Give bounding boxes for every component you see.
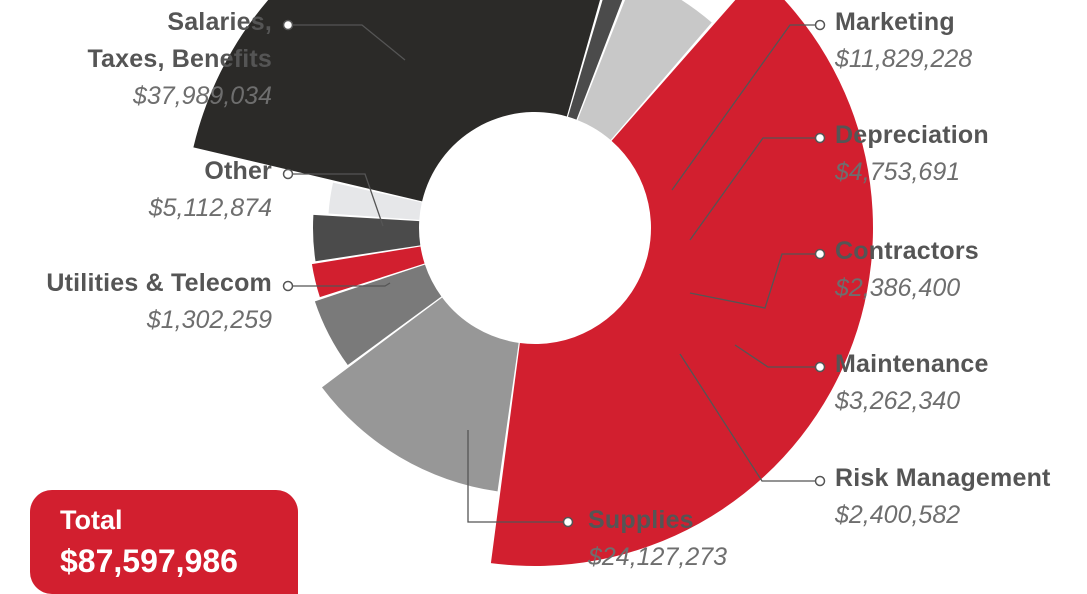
label-name: Contractors [835, 237, 979, 265]
slice-depreciation [314, 264, 442, 366]
slice-maintenance [312, 214, 421, 262]
leader-line [679, 353, 815, 482]
leader-dot [282, 280, 294, 292]
label-other: Other $5,112,874 [149, 159, 272, 221]
slice-risk-management [328, 182, 422, 220]
leader-dot [814, 475, 826, 487]
label-name: Supplies [588, 506, 694, 534]
label-value: $4,753,691 [835, 158, 961, 186]
leader-dot [814, 19, 826, 31]
total-value: $87,597,986 [60, 543, 238, 579]
label-value: $2,386,400 [835, 274, 961, 302]
label-depreciation: Depreciation $4,753,691 [835, 123, 989, 185]
leader-line [689, 137, 815, 241]
leader-dot [814, 361, 826, 373]
leader-line [734, 344, 815, 368]
label-value: $1,302,259 [146, 306, 272, 334]
slice-supplies [193, 0, 600, 202]
leader-line [293, 282, 391, 287]
leader-dot [282, 168, 294, 180]
label-supplies: Supplies $24,127,273 [588, 508, 727, 570]
slice-salaries-taxes-benefits [490, 0, 873, 566]
label-name: Taxes, Benefits [87, 45, 272, 73]
label-marketing: Marketing $11,829,228 [835, 10, 972, 72]
label-name: Utilities & Telecom [46, 269, 272, 297]
label-salaries-taxes-benefits: Salaries, Taxes, Benefits $37,989,034 [87, 10, 272, 109]
leader-line [293, 173, 384, 227]
label-risk-management: Risk Management $2,400,582 [835, 466, 1051, 528]
label-name: Depreciation [835, 121, 989, 149]
leader-line [293, 24, 406, 61]
label-name: Other [204, 157, 272, 185]
label-name: Marketing [835, 8, 955, 36]
leader-line [689, 253, 815, 309]
label-utilities-telecom: Utilities & Telecom $1,302,259 [46, 271, 272, 333]
slice-marketing [321, 297, 519, 492]
leader-line [671, 24, 815, 191]
label-name: Maintenance [835, 350, 989, 378]
leader-line [467, 430, 563, 523]
label-value: $11,829,228 [835, 45, 973, 73]
label-value: $24,127,273 [588, 543, 728, 571]
leader-dot [814, 248, 826, 260]
label-value: $2,400,582 [835, 501, 961, 529]
label-maintenance: Maintenance $3,262,340 [835, 352, 989, 414]
label-value: $3,262,340 [835, 387, 961, 415]
total-badge: Total $87,597,986 [30, 490, 298, 594]
total-label: Total [60, 505, 123, 535]
label-name: Risk Management [835, 464, 1051, 492]
leader-dot [562, 516, 574, 528]
slice-utilities-telecom [567, 0, 623, 120]
leader-dot [282, 19, 294, 31]
label-value: $37,989,034 [132, 82, 272, 110]
leader-dot [814, 132, 826, 144]
slice-contractors [311, 246, 425, 298]
label-value: $5,112,874 [148, 194, 272, 222]
label-name: Salaries, [167, 8, 272, 36]
label-contractors: Contractors $2,386,400 [835, 239, 979, 301]
slice-other [577, 0, 712, 141]
